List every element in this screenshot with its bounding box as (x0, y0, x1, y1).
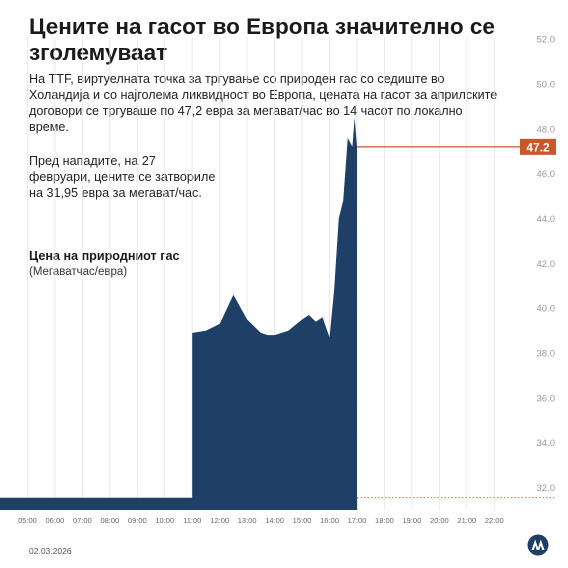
y-tick-label: 46.0 (537, 169, 556, 180)
x-tick-label: 16:00 (320, 516, 339, 525)
y-tick-label: 32.0 (537, 483, 556, 494)
y-tick-label: 52.0 (537, 35, 556, 46)
y-tick-label: 48.0 (537, 124, 556, 135)
x-tick-label: 22:00 (485, 516, 504, 525)
chart-title: Цена на природниот гас (29, 249, 180, 263)
x-axis: 05:00 06:00 07:00 08:00 09:00 10:00 11:00 12:00… (18, 516, 504, 525)
x-tick-label: 18:00 (375, 516, 394, 525)
x-tick-label: 11:00 (183, 516, 201, 525)
y-tick-label: 34.0 (537, 438, 556, 449)
y-tick-label: 36.0 (537, 393, 556, 404)
note-paragraph: Пред нападите, на 27 февруари, цените се… (29, 154, 216, 200)
x-tick-label: 09:00 (128, 516, 147, 525)
callout-box (520, 138, 556, 155)
y-tick-label: 50.0 (537, 80, 556, 91)
x-tick-label: 13:00 (238, 516, 257, 525)
y-axis: 32.0 34.0 36.0 38.0 40.0 42.0 44.0 46.0 48.0 50.0… (537, 35, 556, 494)
headline: Цените на гасот во Европа значително се … (29, 14, 495, 65)
x-tick-label: 20:00 (430, 516, 449, 525)
x-tick-label: 08:00 (100, 516, 119, 525)
y-tick-label: 40.0 (537, 304, 556, 315)
callout-group: 47.2 (356, 138, 556, 155)
chart-unit: (Мегаватчас/евра) (29, 266, 128, 278)
callout-value: 47.2 (526, 140, 550, 154)
x-tick-label: 10:00 (155, 516, 174, 525)
x-tick-label: 15:00 (293, 516, 312, 525)
price-area (0, 117, 357, 510)
y-tick-label: 44.0 (537, 214, 556, 225)
x-tick-label: 14:00 (265, 516, 284, 525)
aa-logo-icon (527, 534, 549, 556)
x-tick-label: 07:00 (73, 516, 92, 525)
x-tick-label: 05:00 (18, 516, 37, 525)
reference-line-group (356, 497, 555, 510)
x-tick-label: 21:00 (457, 516, 476, 525)
y-tick-label: 38.0 (537, 349, 556, 360)
date-label: 02.03.2026 (29, 546, 72, 556)
x-tick-label: 17:00 (348, 516, 367, 525)
x-tick-label: 19:00 (403, 516, 422, 525)
x-tick-label: 12:00 (210, 516, 229, 525)
x-tick-label: 06:00 (46, 516, 65, 525)
y-tick-label: 42.0 (537, 259, 556, 270)
